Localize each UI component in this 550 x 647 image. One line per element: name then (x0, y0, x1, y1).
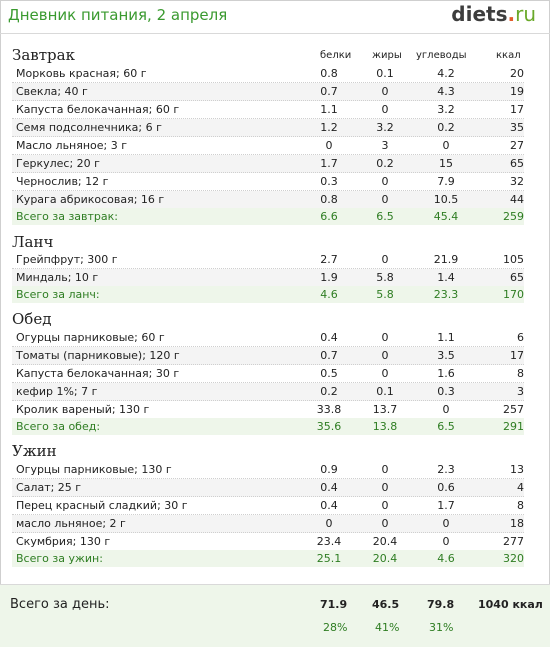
header-divider (0, 33, 550, 34)
header: Дневник питания, 2 апреля diets.ru (0, 0, 550, 32)
table-row: Капуста белокачанная; 30 г 0.5 0 1.6 8 (12, 365, 524, 383)
table-row: Семя подсолнечника; 6 г 1.2 3.2 0.2 35 (12, 119, 524, 137)
table-row: Скумбрия; 130 г 23.4 20.4 0 277 (12, 533, 524, 551)
table-row: масло льняное; 2 г 0 0 0 18 (12, 515, 524, 533)
table-row: Свекла; 40 г 0.7 0 4.3 19 (12, 83, 524, 101)
meal-title-lunch: Ланч (12, 233, 54, 251)
table-row: кефир 1%; 7 г 0.2 0.1 0.3 3 (12, 383, 524, 401)
day-total-label: Всего за день: (10, 597, 110, 612)
day-carbs: 79.8 (427, 598, 455, 611)
table-row: Кролик вареный; 130 г 33.8 13.7 0 257 (12, 401, 524, 419)
col-fat: жиры (372, 50, 402, 61)
table-row: Грейпфрут; 300 г 2.7 0 21.9 105 (12, 251, 524, 269)
meal-total-row: Всего за ланч: 4.6 5.8 23.3 170 (12, 286, 524, 303)
logo-main: diets (451, 2, 508, 26)
table-row: Капуста белокачанная; 60 г 1.1 0 3.2 17 (12, 101, 524, 119)
meal-total-row: Всего за завтрак: 6.6 6.5 45.4 259 (12, 208, 524, 225)
table-row: Салат; 25 г 0.4 0 0.6 4 (12, 479, 524, 497)
day-protein: 71.9 (320, 598, 348, 611)
table-row: Морковь красная; 60 г 0.8 0.1 4.2 20 (12, 65, 524, 83)
day-protein-pct: 28% (323, 621, 348, 634)
table-row: Чернослив; 12 г 0.3 0 7.9 32 (12, 173, 524, 191)
page-title: Дневник питания, 2 апреля (8, 6, 228, 24)
site-logo[interactable]: diets.ru (451, 2, 536, 26)
meal-title-obed: Обед (12, 310, 52, 328)
meal-title-breakfast: Завтрак (12, 46, 75, 64)
day-fat: 46.5 (372, 598, 400, 611)
meal-total-row: Всего за ужин: 25.1 20.4 4.6 320 (12, 550, 524, 567)
table-row: Курага абрикосовая; 16 г 0.8 0 10.5 44 (12, 191, 524, 209)
table-row: Огурцы парниковые; 60 г 0.4 0 1.1 6 (12, 329, 524, 347)
table-row: Миндаль; 10 г 1.9 5.8 1.4 65 (12, 269, 524, 287)
meal-title-supper: Ужин (12, 442, 57, 460)
table-row: Масло льняное; 3 г 0 3 0 27 (12, 137, 524, 155)
col-kcal: ккал (496, 50, 521, 61)
col-protein: белки (320, 50, 352, 61)
day-total-panel: Всего за день: 71.9 46.5 79.8 1040 ккал … (0, 584, 550, 647)
day-kcal: 1040 ккал (478, 598, 543, 611)
table-row: Геркулес; 20 г 1.7 0.2 15 65 (12, 155, 524, 173)
logo-tld: ru (515, 2, 536, 26)
table-row: Томаты (парниковые); 120 г 0.7 0 3.5 17 (12, 347, 524, 365)
day-fat-pct: 41% (375, 621, 400, 634)
col-carbs: углеводы (416, 50, 467, 61)
table-row: Перец красный сладкий; 30 г 0.4 0 1.7 8 (12, 497, 524, 515)
table-row: Огурцы парниковые; 130 г 0.9 0 2.3 13 (12, 461, 524, 479)
day-carbs-pct: 31% (429, 621, 454, 634)
meal-total-row: Всего за обед: 35.6 13.8 6.5 291 (12, 418, 524, 435)
logo-dot: . (507, 2, 516, 26)
